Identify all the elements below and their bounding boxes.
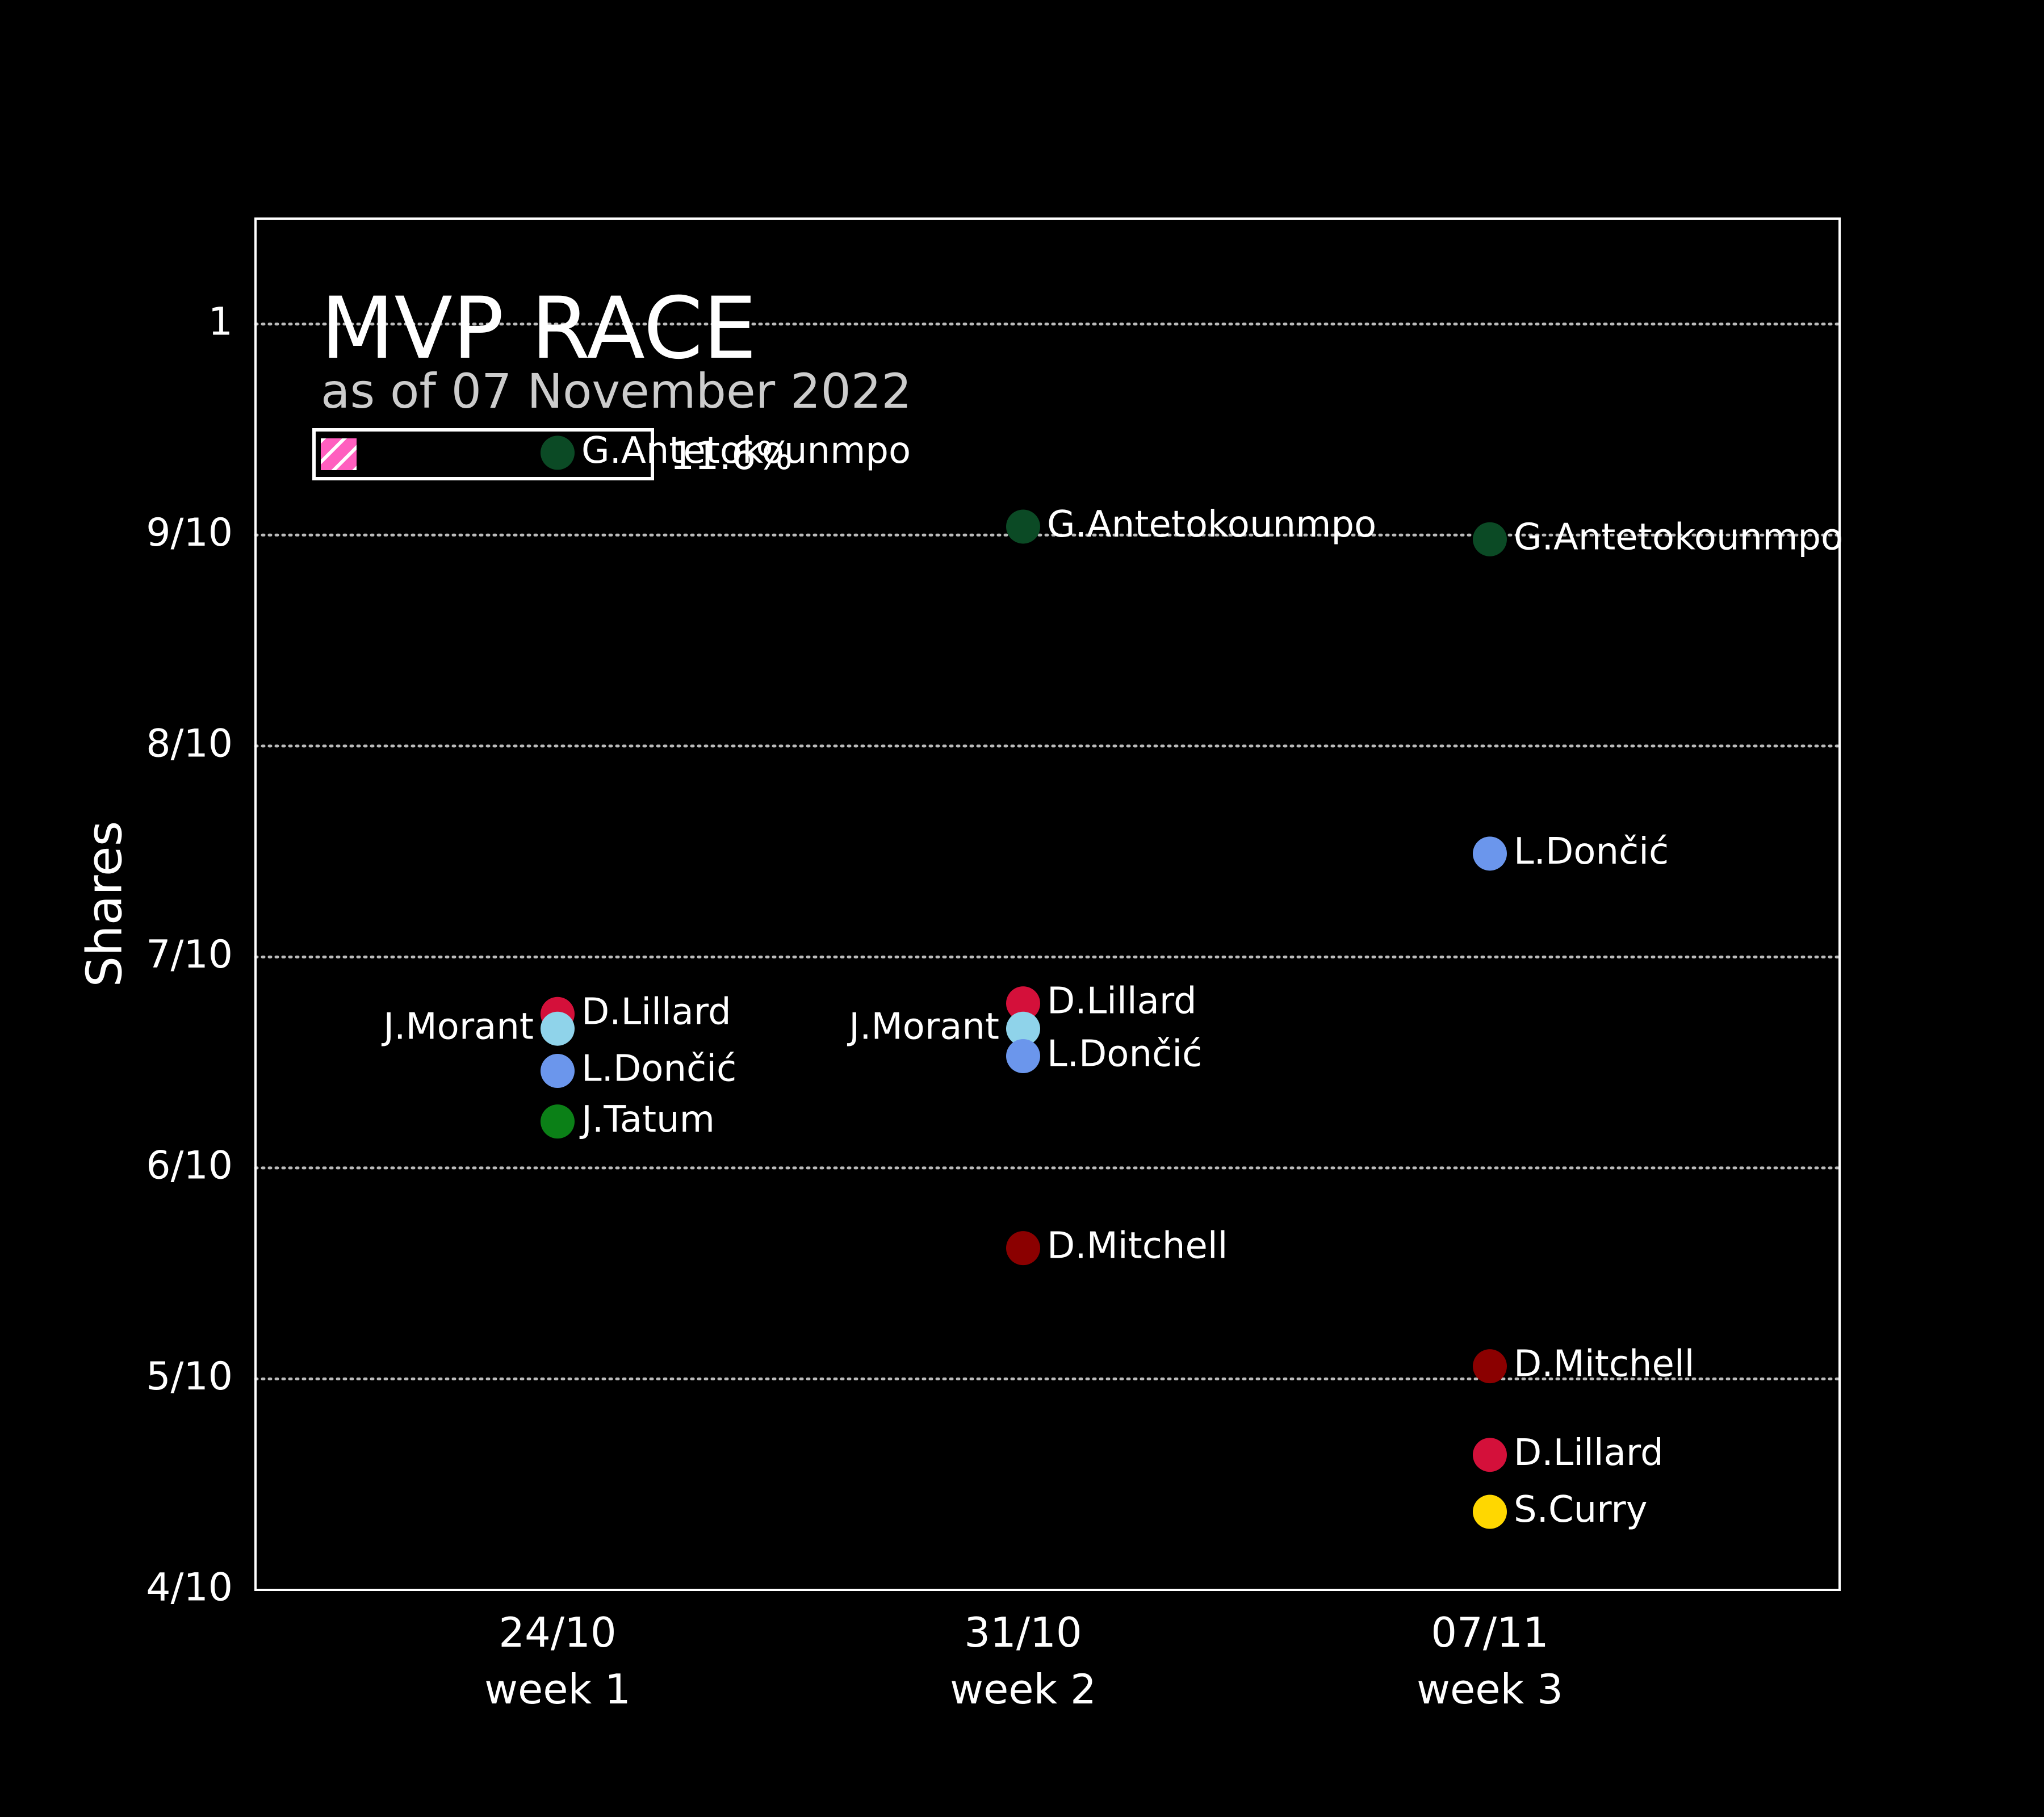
data-point bbox=[1473, 1349, 1507, 1384]
grid-lines bbox=[254, 323, 1841, 1380]
data-point bbox=[541, 436, 575, 470]
y-axis-label: Shares bbox=[76, 821, 133, 987]
plot-frame bbox=[254, 217, 1841, 1591]
x-tick-week: week 1 bbox=[484, 1665, 631, 1713]
data-point bbox=[1006, 509, 1040, 544]
data-point bbox=[541, 1011, 575, 1046]
chart-title: MVP RACE bbox=[321, 279, 757, 378]
y-tick-label: 5/10 bbox=[146, 1354, 233, 1399]
data-point bbox=[541, 1054, 575, 1088]
x-tick-date: 07/11 bbox=[1431, 1609, 1549, 1656]
chart-subtitle: as of 07 November 2022 bbox=[321, 363, 912, 419]
progress-fill bbox=[321, 438, 357, 470]
point-label: D.Mitchell bbox=[1514, 1343, 1694, 1385]
data-point bbox=[541, 1104, 575, 1139]
point-label: D.Lillard bbox=[1047, 981, 1197, 1023]
data-points: G.Antetokounmpo D.Lillard J.Morant L.Dončić… bbox=[381, 430, 1843, 1531]
data-point bbox=[1473, 1494, 1507, 1529]
data-point bbox=[1006, 1011, 1040, 1046]
y-tick-label: 4/10 bbox=[146, 1565, 233, 1610]
x-tick-labels: 24/10 week 1 31/10 week 2 07/11 week 3 bbox=[484, 1609, 1563, 1713]
x-tick-date: 31/10 bbox=[964, 1609, 1082, 1656]
point-label: G.Antetokounmpo bbox=[1047, 504, 1376, 546]
point-label: D.Lillard bbox=[1514, 1432, 1664, 1474]
y-tick-label: 6/10 bbox=[146, 1143, 233, 1188]
y-tick-label: 8/10 bbox=[146, 721, 233, 766]
x-tick-date: 24/10 bbox=[499, 1609, 617, 1656]
point-label: L.Dončić bbox=[581, 1048, 736, 1090]
point-label: G.Antetokounmpo bbox=[581, 430, 911, 472]
point-label: L.Dončić bbox=[1047, 1033, 1202, 1075]
y-tick-label: 1 bbox=[208, 299, 233, 344]
point-label: J.Morant bbox=[847, 1006, 999, 1048]
point-label: L.Dončić bbox=[1514, 831, 1669, 873]
progress-bar: 11.6% bbox=[312, 428, 793, 480]
point-label: G.Antetokounmpo bbox=[1514, 516, 1843, 558]
point-label: S.Curry bbox=[1514, 1489, 1648, 1531]
y-tick-label: 7/10 bbox=[146, 932, 233, 977]
data-point bbox=[1473, 1438, 1507, 1472]
point-label: J.Morant bbox=[381, 1006, 534, 1048]
point-label: J.Tatum bbox=[579, 1099, 715, 1141]
data-point bbox=[1006, 1039, 1040, 1074]
y-tick-label: 9/10 bbox=[146, 510, 233, 555]
progress-track bbox=[312, 428, 654, 480]
x-tick-week: week 2 bbox=[950, 1665, 1096, 1713]
data-point bbox=[1006, 986, 1040, 1021]
point-label: D.Lillard bbox=[581, 991, 731, 1033]
data-point bbox=[1006, 1231, 1040, 1266]
y-tick-labels: 1 9/10 8/10 7/10 6/10 5/10 4/10 bbox=[146, 299, 233, 1610]
x-tick-week: week 3 bbox=[1417, 1665, 1563, 1713]
point-label: D.Mitchell bbox=[1047, 1225, 1228, 1267]
progress-label: 11.6% bbox=[670, 434, 793, 479]
data-point bbox=[1473, 522, 1507, 556]
data-point bbox=[1473, 836, 1507, 871]
